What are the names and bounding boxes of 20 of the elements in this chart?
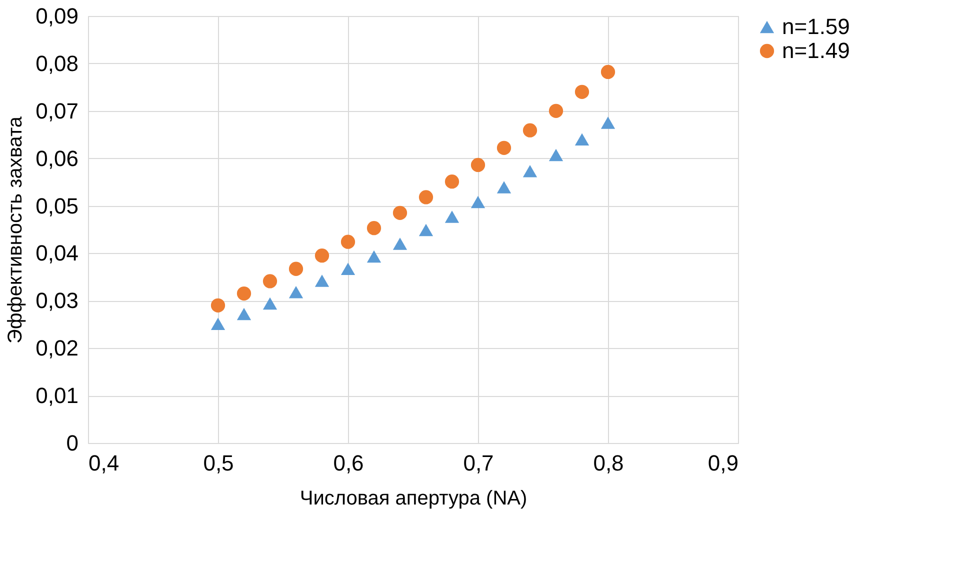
x-tick-label: 0,5 bbox=[203, 450, 234, 476]
x-tick-label: 0,7 bbox=[463, 450, 494, 476]
y-tick-label: 0,07 bbox=[36, 98, 78, 124]
legend-label: n=1.59 bbox=[782, 14, 850, 39]
y-axis-title: Эффективность захвата bbox=[4, 116, 27, 344]
y-tick-label: 0,04 bbox=[36, 240, 78, 266]
y-tick-label: 0,09 bbox=[36, 4, 78, 28]
x-tick-label: 0,9 bbox=[708, 450, 738, 476]
y-tick-label: 0,05 bbox=[36, 193, 78, 218]
x-tick-label: 0,6 bbox=[333, 450, 364, 476]
x-axis-title: Числовая апертура (NA) bbox=[300, 488, 528, 510]
y-tick-label: 0,06 bbox=[36, 146, 78, 171]
legend-label: n=1.49 bbox=[782, 38, 850, 63]
y-tick-label: 0 bbox=[66, 430, 78, 456]
x-tick-label: 0,4 bbox=[88, 450, 120, 476]
y-tick-label: 0,02 bbox=[36, 336, 78, 361]
y-tick-label: 0,03 bbox=[36, 288, 78, 314]
x-tick-label: 0,8 bbox=[593, 450, 624, 476]
y-tick-label: 0,08 bbox=[36, 50, 78, 76]
y-tick-label: 0,01 bbox=[36, 383, 78, 408]
